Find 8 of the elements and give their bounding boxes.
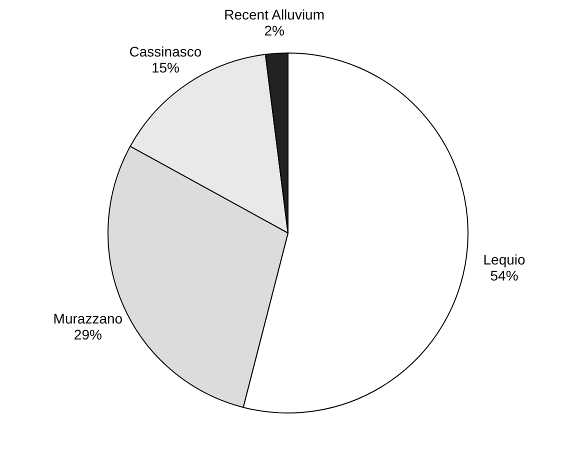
data-label: 2% xyxy=(264,22,284,38)
slice-label: Cassinasco xyxy=(129,44,202,60)
slice-label: Murazzano xyxy=(53,310,123,327)
data-label: 29% xyxy=(74,326,102,343)
data-label: 15% xyxy=(151,60,180,76)
data-label: 54% xyxy=(490,267,518,284)
slice-label: Recent Alluvium xyxy=(224,6,325,22)
slice-label: Lequio xyxy=(483,251,526,268)
